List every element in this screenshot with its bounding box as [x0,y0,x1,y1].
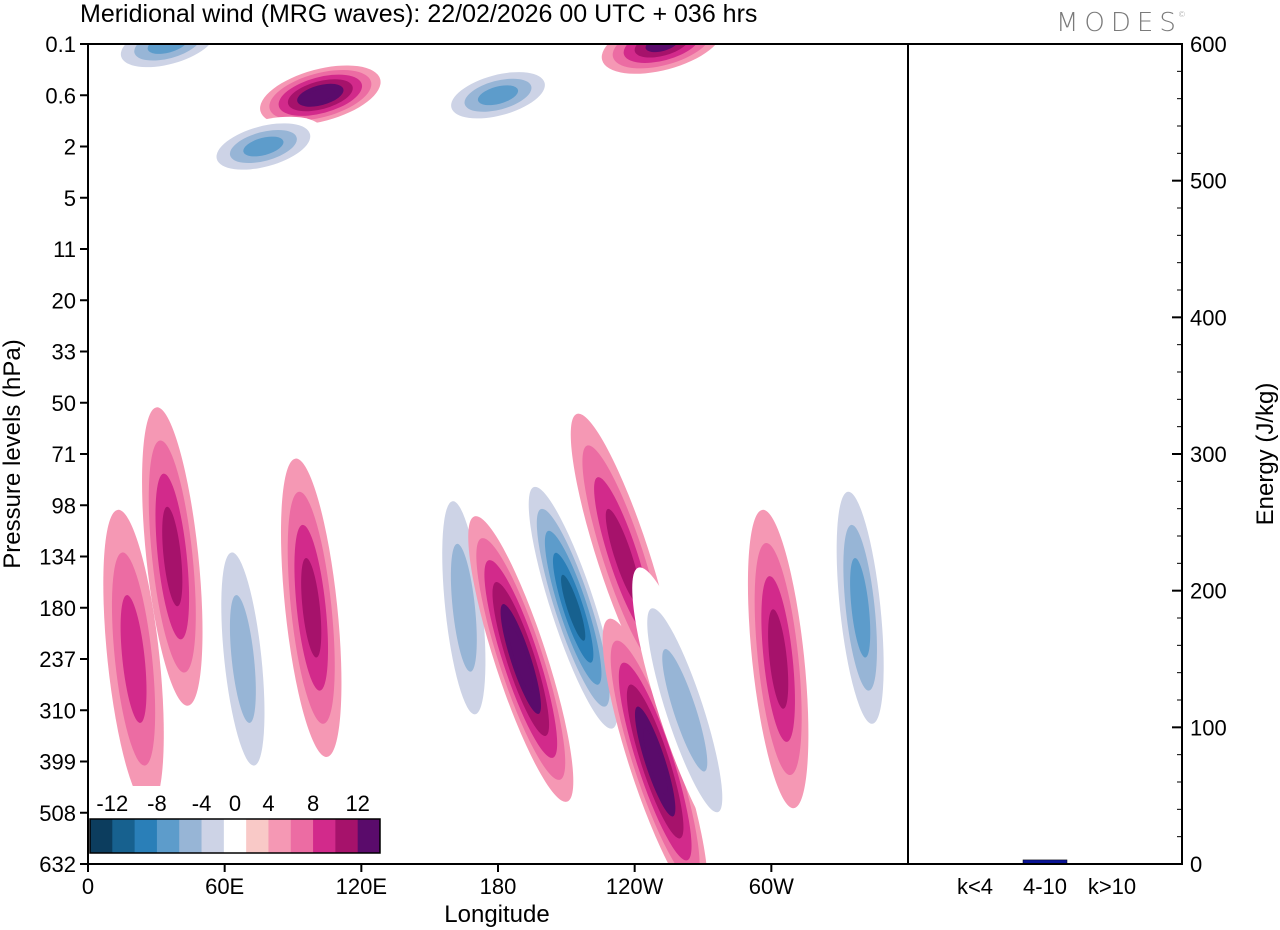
y-tick-label: 180 [39,596,76,621]
heatmap-cell [468,516,574,802]
x-tick-label: 180 [480,874,517,899]
energy-category-label: k<4 [957,874,993,899]
y-tick-label: 632 [39,852,76,877]
energy-tick-label: 200 [1190,579,1227,604]
y-tick-label: 50 [52,391,76,416]
colorbar-swatch [335,819,359,853]
energy-tick-label: 0 [1190,852,1202,877]
left-axis: 0.1 0.6 2 5 11 20 33 50 71 98 134 180 237 310 399 508 63… [0,32,88,877]
colorbar-swatch [134,819,158,853]
energy-frame [907,43,1183,865]
heatmap-contour [768,609,789,709]
colorbar-label: 8 [307,791,319,816]
y-tick-label: 508 [39,801,76,826]
y-tick-label: 33 [52,340,76,365]
colorbar-swatch [290,819,314,853]
colorbar-swatch [201,819,225,853]
heatmap-contour [561,574,586,641]
colorbar-label: -8 [147,791,167,816]
colorbar-swatch [112,819,136,853]
heatmap-cell [747,509,809,809]
y-tick-label: 0.6 [45,83,76,108]
y-tick-label: 0.1 [45,32,76,57]
colorbar-swatch [268,819,292,853]
colorbar-swatch [313,819,336,853]
colorbar-swatch [357,819,381,853]
colorbar-swatch [156,819,180,853]
heatmap-contour [477,85,519,106]
y-tick-label: 310 [39,698,76,723]
bottom-axis: 0 60E 120E 180 120W 60W Longitude [82,864,794,928]
energy-category-label: k>10 [1088,874,1136,899]
heatmap-contour [662,649,708,772]
y-tick-label: 237 [39,647,76,672]
heatmap-cell [103,509,164,809]
y-axis-title: Pressure levels (hPa) [0,339,26,568]
logo-text: MODES [1056,8,1182,38]
y-tick-label: 2 [64,135,76,160]
heatmap-contour [243,136,284,157]
heatmap-contour [605,508,641,605]
x-tick-label: 120E [336,874,387,899]
energy-bar-chart: 0 100 200 300 400 500 600 Energy (J/kg) k<4 4-10 k… [952,32,1279,899]
heatmap-contour [450,543,477,672]
heatmap-cell [433,458,495,757]
colorbar-label: -12 [96,791,128,816]
x-axis-title: Longitude [444,901,549,928]
heatmap-contour [306,88,335,103]
chart-title: Meridional wind (MRG waves): 22/02/2026 … [80,0,758,28]
y-tick-label: 5 [64,186,76,211]
heatmap-contour [508,626,533,692]
colorbar-frame [89,818,381,854]
energy-axis-title: Energy (J/kg) [1252,383,1279,526]
heatmap-cell [142,407,203,706]
heatmap-cell [520,464,626,751]
heatmap-contour [850,558,871,658]
y-tick-label: 399 [39,750,76,775]
x-tick-label: 0 [82,874,94,899]
heatmap-field [103,44,891,864]
y-tick-label: 11 [53,237,76,262]
y-tick-label: 20 [52,288,76,313]
y-tick-label: 98 [52,493,76,518]
y-tick-label: 71 [52,442,76,467]
heatmap-cell [212,509,274,809]
energy-tick-label: 400 [1190,305,1227,330]
energy-tick-label: 100 [1190,715,1227,740]
energy-tick-label: 600 [1190,32,1227,57]
colorbar-swatch [246,819,269,853]
x-tick-label: 120W [606,874,664,899]
colorbar-swatch [179,819,203,853]
heatmap-cell [280,458,342,757]
energy-tick-label: 500 [1190,169,1227,194]
colorbar-label: 12 [345,791,369,816]
modes-logo: MODES© [1056,8,1186,38]
energy-category-label: 4-10 [1023,874,1067,899]
colorbar-label: -4 [192,791,212,816]
heatmap-cell [437,65,559,126]
heatmap-contour [301,558,322,658]
heatmap-contour [120,595,147,723]
heatmap-cell [260,65,381,126]
heatmap-cell [632,567,738,854]
colorbar-swatch [223,819,247,853]
colorbar-label: 4 [262,791,274,816]
x-tick-label: 60W [749,874,794,899]
heatmap-cell [203,116,324,177]
colorbar-label: 0 [229,791,241,816]
colorbar-legend: -12 -8 -4 0 4 8 12 [88,786,382,856]
x-tick-label: 60E [205,874,244,899]
heatmap-cell [602,618,708,864]
colorbar-swatch [90,819,113,853]
heatmap-contour [162,506,183,607]
heatmap-contour [643,728,668,795]
heatmap-cell [829,458,891,757]
y-tick-label: 134 [39,545,76,570]
heatmap-contour [229,595,256,723]
energy-tick-label: 300 [1190,442,1227,467]
